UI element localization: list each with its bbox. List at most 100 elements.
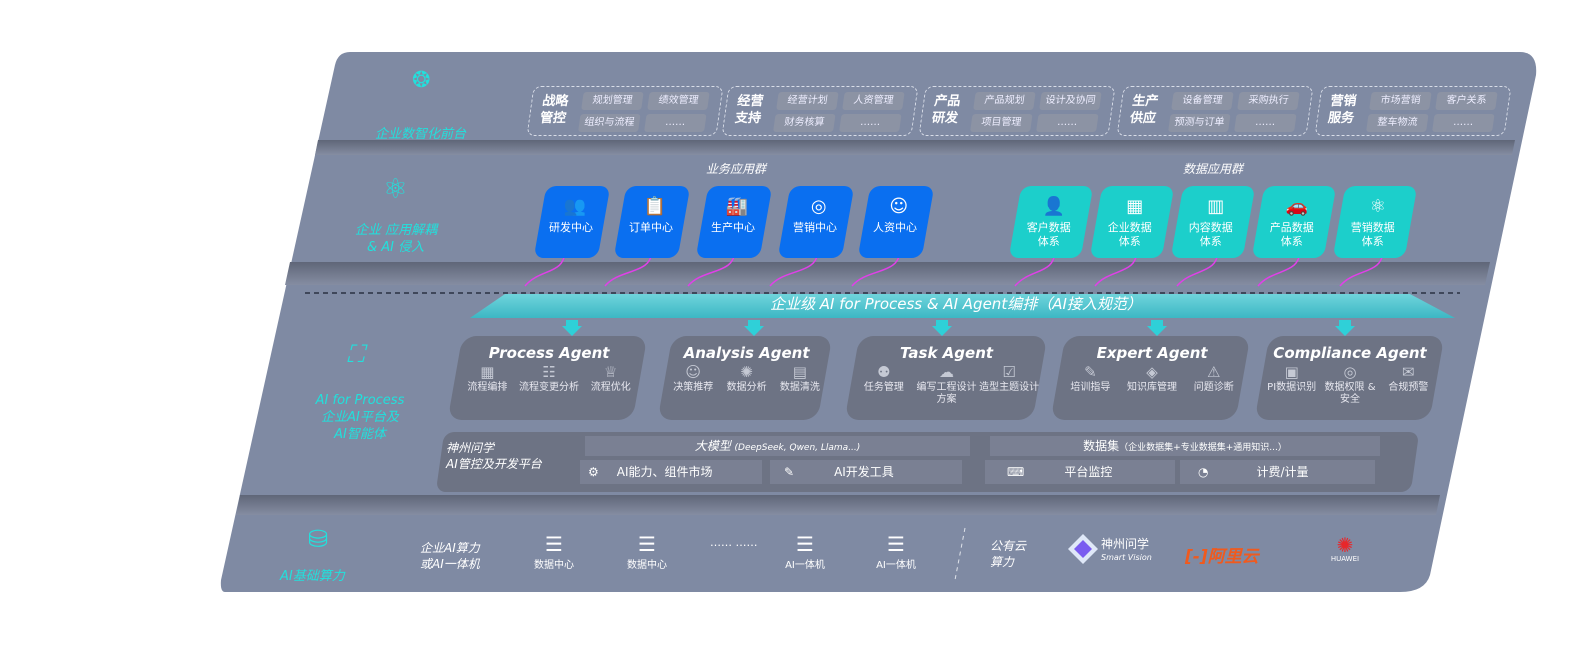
front-item[interactable]: 市场营销	[1369, 92, 1432, 110]
agent-card[interactable]: Analysis Agent ☺ 决策推荐 ✺ 数据分析 ▤ 数据清洗	[657, 336, 833, 420]
server-icon: ☰	[887, 532, 905, 556]
capability-icon: ☁	[939, 363, 955, 381]
agent-capability: ▦ 流程编排	[457, 363, 518, 394]
agent-card[interactable]: Expert Agent ✎ 培训指导 ◈ 知识库管理 ⚠ 问题诊断	[1050, 336, 1251, 420]
front-item[interactable]: 产品规划	[973, 92, 1036, 110]
layer-label-front: 企业数智化前台	[375, 127, 467, 142]
front-item[interactable]: 组织与流程	[578, 114, 641, 132]
capability-icon: ◈	[1146, 363, 1158, 381]
front-item[interactable]: 财务核算	[773, 114, 836, 132]
front-item[interactable]: ……	[1234, 114, 1297, 132]
server-icon: ☰	[545, 532, 563, 556]
market-icon: ⚙	[588, 465, 599, 479]
data-app-card[interactable]: ▦ 企业数据体系	[1089, 186, 1175, 258]
agent-card[interactable]: Process Agent ▦ 流程编排 ☷ 流程变更分析 ♕ 流程优化	[447, 336, 648, 420]
szwx-logo: 神州问学 Smart Vision	[1101, 537, 1152, 563]
front-group: 产品研发 产品规划 设计及协同 项目管理……	[918, 86, 1116, 136]
front-item[interactable]: 规划管理	[581, 92, 644, 110]
front-item[interactable]: 预测与订单	[1168, 114, 1231, 132]
platform-title: 神州问学 AI管控及开发平台	[446, 441, 542, 471]
front-group: 生产供应 设备管理 采购执行 预测与订单……	[1116, 86, 1314, 136]
server-icon: ☰	[638, 532, 656, 556]
capability-icon: ☷	[542, 363, 556, 381]
front-group: 营销服务 市场营销 客户关系 整车物流……	[1314, 86, 1512, 136]
tool-monitor[interactable]: ⌨ 平台监控	[985, 460, 1175, 484]
biz-app-card[interactable]: 🏭 生产中心	[695, 186, 773, 258]
front-item[interactable]: 设计及协同	[1039, 92, 1102, 110]
front-item[interactable]: 项目管理	[970, 114, 1033, 132]
agent-capability: ☑ 造型主题设计	[979, 363, 1040, 393]
agent-capability: ⚠ 问题诊断	[1183, 363, 1244, 394]
agent-capability: ◎ 数据权限 & 安全	[1321, 363, 1379, 406]
biz-app-card[interactable]: 📋 订单中心	[613, 186, 691, 258]
front-item[interactable]: ……	[644, 114, 707, 132]
biz-app-card[interactable]: 👥 研发中心	[533, 186, 611, 258]
front-item[interactable]: 设备管理	[1171, 92, 1234, 110]
szwx-logo-icon	[1068, 534, 1098, 564]
data-group-title: 数据应用群	[1183, 162, 1244, 176]
capability-icon: ▣	[1284, 363, 1299, 381]
public-cloud-label: 公有云 算力	[990, 539, 1027, 569]
data-app-card[interactable]: 🚗 产品数据体系	[1251, 186, 1337, 258]
front-item[interactable]: ……	[1432, 114, 1495, 132]
biz-app-card[interactable]: ☺ 人资中心	[857, 186, 935, 258]
tool-billing[interactable]: ◔ 计费/计量	[1180, 460, 1375, 484]
aliyun-icon: [-]	[1185, 547, 1208, 567]
data-app-card[interactable]: ▥ 内容数据体系	[1170, 186, 1256, 258]
biz-group-title: 业务应用群	[706, 162, 767, 176]
front-item[interactable]: 人资管理	[842, 92, 905, 110]
agent-capability: ♕ 流程优化	[580, 363, 641, 394]
front-item[interactable]: 采购执行	[1237, 92, 1300, 110]
agent-capability: ☺ 决策推荐	[667, 363, 720, 394]
capability-icon: ✺	[740, 363, 753, 381]
layer-label-compute: AI基础算力	[280, 569, 345, 584]
front-item[interactable]: ……	[839, 114, 902, 132]
agent-capability: ☷ 流程变更分析	[519, 363, 580, 393]
server-icon: ☰	[796, 532, 814, 556]
capability-icon: ♕	[603, 363, 618, 381]
banner-title: 企业级 AI for Process & AI Agent编排（AI接入规范）	[770, 295, 1142, 313]
data-app-card[interactable]: 👤 客户数据体系	[1008, 186, 1094, 258]
front-item[interactable]: 绩效管理	[647, 92, 710, 110]
capability-icon: ◎	[1343, 363, 1357, 381]
biz-app-icon: 👥	[563, 196, 586, 217]
capability-icon: ▤	[792, 363, 807, 381]
front-group: 经营支持 经营计划 人资管理 财务核算……	[721, 86, 919, 136]
banner-shape	[470, 294, 1455, 318]
capability-icon: ☑	[1002, 363, 1016, 381]
capability-icon: ⚉	[877, 363, 891, 381]
front-item[interactable]: ……	[1036, 114, 1099, 132]
monitor-icon: ⌨	[1007, 465, 1025, 479]
capability-icon: ▦	[480, 363, 495, 381]
agent-capability: ✎ 培训指导	[1060, 363, 1121, 394]
huawei-logo: ✺ HUAWEI	[1325, 535, 1365, 563]
biz-app-icon: 🏭	[725, 196, 748, 217]
agent-card[interactable]: Compliance Agent ▣ PI数据识别 ◎ 数据权限 & 安全 ✉ 合规预警	[1254, 336, 1445, 420]
biz-app-icon: 📋	[643, 196, 666, 217]
model-bar: 大模型 (DeepSeek, Qwen, Llama...)	[585, 436, 970, 456]
front-item[interactable]: 整车物流	[1366, 114, 1429, 132]
capability-icon: ⚠	[1206, 363, 1221, 381]
tool-dev[interactable]: ✎ AI开发工具	[770, 460, 962, 484]
dev-tool-icon: ✎	[784, 465, 795, 479]
tool-market[interactable]: ⚙ AI能力、组件市场	[580, 460, 762, 484]
agent-card[interactable]: Task Agent ⚉ 任务管理 ☁ 编写工程设计方案 ☑ 造型主题设计	[844, 336, 1048, 420]
agent-capability: ☁ 编写工程设计方案	[916, 363, 977, 405]
gauge-icon: ◔	[1198, 465, 1209, 479]
biz-app-icon: ☺	[889, 196, 909, 217]
front-item[interactable]: 经营计划	[776, 92, 839, 110]
data-app-card[interactable]: ⚛ 营销数据体系	[1332, 186, 1418, 258]
capability-icon: ✎	[1084, 363, 1097, 381]
agent-capability: ▤ 数据清洗	[774, 363, 827, 394]
molecule-icon: ⚛	[383, 172, 408, 205]
brain-icon: ❂	[412, 68, 431, 93]
front-item[interactable]: 客户关系	[1435, 92, 1498, 110]
down-arrows	[562, 320, 1355, 336]
server-data-center-1: ☰ 数据中心	[524, 532, 584, 571]
server-ai-box-1: ☰ AI一体机	[775, 532, 835, 571]
private-compute-label: 企业AI算力 或AI一体机	[420, 541, 480, 571]
data-app-icon: ⚛	[1369, 196, 1386, 217]
capability-icon: ☺	[685, 363, 702, 381]
biz-app-card[interactable]: ◎ 营销中心	[777, 186, 855, 258]
